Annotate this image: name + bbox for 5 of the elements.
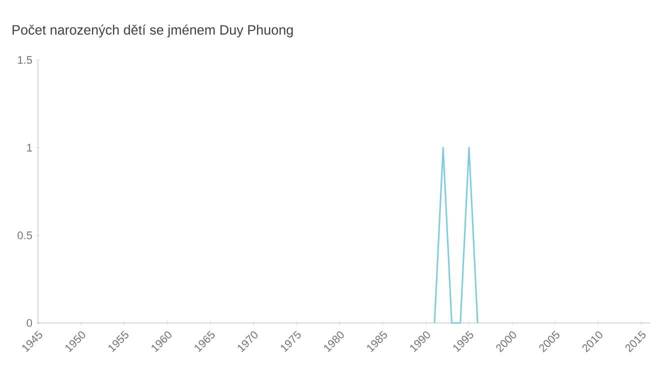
y-tick-label: 1 [27, 144, 32, 152]
y-tick-label: 0 [26, 319, 32, 327]
chart-title: Počet narozených dětí se jménem Duy Phuong [12, 24, 293, 38]
y-tick-label: 1.5 [18, 56, 32, 64]
y-tick-label: 0.5 [18, 231, 32, 240]
